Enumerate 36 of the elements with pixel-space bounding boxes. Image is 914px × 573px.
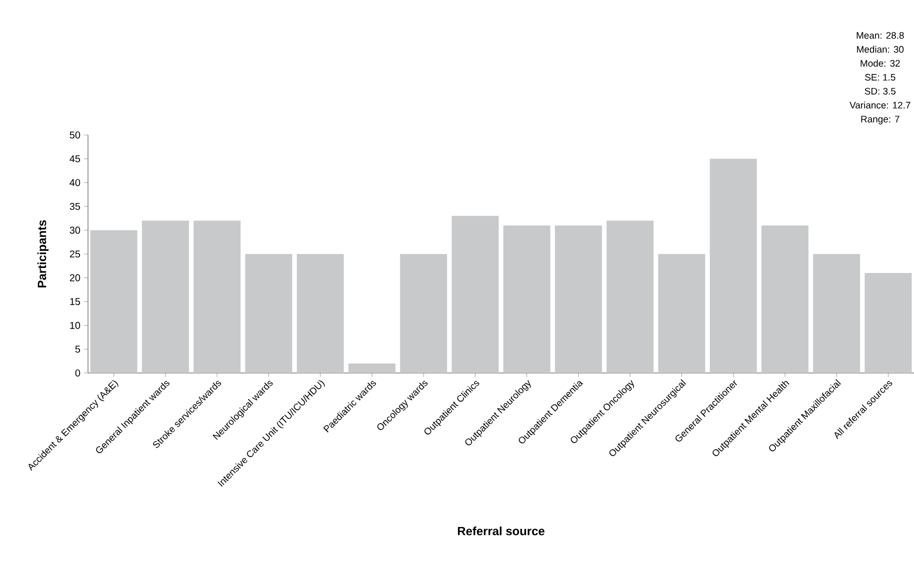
bar [142,220,189,373]
bar [554,225,602,373]
bar [400,254,448,373]
bar [813,254,860,373]
bar [194,220,241,373]
text: Median: 30 [857,46,904,53]
bar [761,225,808,373]
bar [503,225,550,373]
x-axis-title: Referral source [458,526,544,536]
text: SD: 3.5 [864,88,896,95]
bar [452,216,499,373]
text: Mode: 32 [860,60,900,67]
text: Range: 7 [861,116,900,124]
bar [710,158,757,373]
y-tick-label: 15 [70,298,80,306]
y-tick-label: 45 [70,155,80,162]
y-tick-label: 35 [70,202,80,210]
y-tick-label: 20 [70,274,80,282]
y-tick-label: 0 [75,369,80,377]
y-tick-label: 40 [70,179,80,186]
y-tick-label: 50 [70,131,80,139]
bar [90,230,138,373]
y-axis-title: Participants [37,220,49,288]
bar [348,363,396,373]
y-tick-label: 30 [70,226,80,234]
bar [245,254,292,373]
y-tick-label: 10 [70,322,80,329]
bar [864,273,912,373]
text: SE: 1.5 [865,74,896,81]
bar [658,254,706,373]
text: Variance: 12.7 [850,102,910,109]
text: Mean: 28.8 [856,32,904,39]
bar [296,254,344,373]
bar [606,220,654,373]
y-tick-label: 25 [70,250,80,258]
y-tick-label: 5 [75,346,80,353]
